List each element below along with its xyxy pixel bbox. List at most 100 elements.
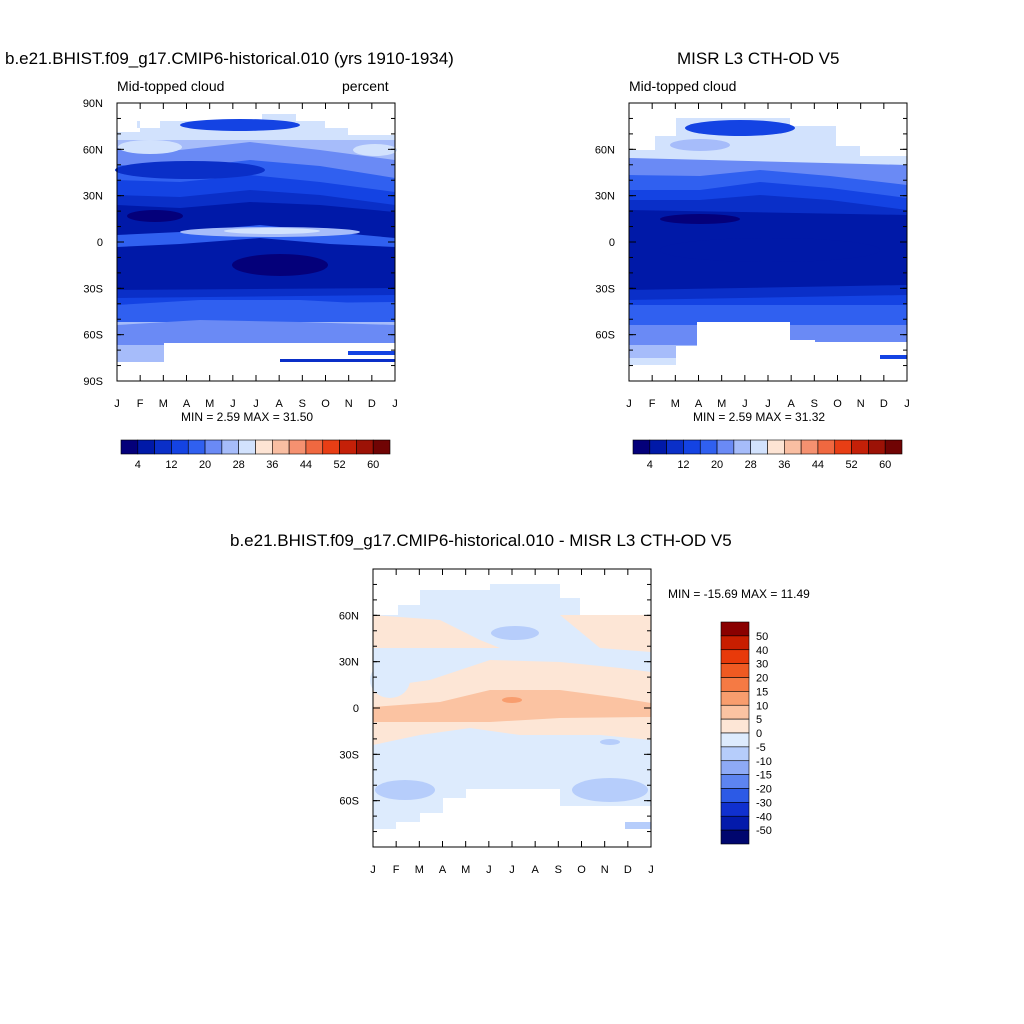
panel1-subtitle-left: Mid-topped cloud: [117, 78, 225, 94]
colorbar2-swatch: [784, 439, 802, 455]
panel1-axes: J F M A M J J A S O N D J 90N 60N 30N 0 30S 60S 90S: [83, 98, 398, 410]
colorbar1-swatch: [305, 439, 324, 455]
panel1-lat-label: 90N: [83, 98, 103, 110]
panel3-lat-label: 60N: [339, 610, 359, 622]
panel3-month-label: J: [509, 864, 515, 876]
panel1-month-label: N: [345, 398, 353, 410]
colorbar2-swatch: [699, 439, 718, 455]
panel1-month-label: M: [205, 398, 214, 410]
colorbar2-swatch: [683, 439, 701, 455]
colorbar3-label: 30: [756, 659, 768, 671]
panel2-title: MISR L3 CTH-OD V5: [677, 49, 840, 68]
panel1-blob: [180, 119, 300, 131]
panel1-lat-label: 60N: [83, 144, 103, 156]
colorbar1-swatch: [171, 439, 189, 455]
panel3-lat-label: 30S: [339, 749, 359, 761]
panel1-month-label: M: [159, 398, 168, 410]
colorbar2-label: 60: [879, 459, 891, 471]
panel1-lat-label: 60S: [83, 330, 103, 342]
colorbar2-swatch: [851, 439, 869, 455]
panel2-blob: [670, 139, 730, 151]
colorbar1-label: 36: [266, 459, 278, 471]
colorbar3-swatch: [720, 649, 750, 664]
colorbar3-swatch: [720, 746, 750, 762]
panel1-band: [117, 320, 395, 345]
colorbar1: 4 12 20 28 36 44 52 60: [120, 439, 391, 471]
panel1-month-label: J: [253, 398, 259, 410]
panel3-month-label: S: [555, 864, 562, 876]
panel3-positive: [560, 615, 651, 652]
colorbar2-label: 4: [647, 459, 653, 471]
panel1-blob: [232, 254, 328, 276]
colorbar2-swatch: [800, 439, 819, 455]
panel3-month-label: F: [393, 864, 400, 876]
panel2-month-label: M: [671, 398, 680, 410]
panel3-month-label: J: [370, 864, 376, 876]
panel2-lat-label: 30N: [595, 191, 615, 203]
colorbar1-swatch: [187, 439, 206, 455]
panel2-blob: [660, 214, 740, 224]
panel3-negative: [600, 739, 620, 745]
panel1-streak-core: [224, 228, 320, 234]
colorbar3-label: -30: [756, 797, 772, 809]
panel1-missing: [117, 343, 395, 381]
panel2-lat-label: 0: [609, 237, 615, 249]
panel3-field: [370, 584, 651, 847]
colorbar2-label: 52: [845, 459, 857, 471]
panel1-lat-label: 30N: [83, 191, 103, 203]
panel1-month-label: J: [114, 398, 120, 410]
colorbar1-swatch: [238, 439, 256, 455]
panel2-month-label: J: [742, 398, 748, 410]
panel2-month-label: S: [811, 398, 818, 410]
colorbar1-swatch: [288, 439, 307, 455]
colorbar2-label: 20: [711, 459, 723, 471]
colorbar2-swatch: [649, 439, 667, 455]
panel3-month-label: A: [531, 864, 539, 876]
colorbar1-swatch: [272, 439, 290, 455]
panel1-sliver: [348, 351, 395, 355]
panel3-lat-label: 60S: [339, 796, 359, 808]
panel3-month-label: D: [624, 864, 632, 876]
colorbar1-label: 20: [199, 459, 211, 471]
colorbar1-swatch: [221, 439, 239, 455]
colorbar1-swatch: [339, 439, 357, 455]
panel3-lat-label: 0: [353, 703, 359, 715]
colorbar1-swatch: [372, 439, 391, 455]
panel3-month-label: J: [648, 864, 654, 876]
colorbar2-label: 36: [778, 459, 790, 471]
colorbar3-swatch: [720, 829, 750, 845]
colorbar1-label: 28: [233, 459, 245, 471]
colorbar2-swatch: [750, 439, 768, 455]
colorbar3-swatch: [720, 704, 750, 720]
panel3-stats: MIN = -15.69 MAX = 11.49: [668, 587, 810, 601]
colorbar3-swatch: [720, 732, 750, 748]
colorbar3-swatch: [720, 691, 750, 706]
panel2-month-label: D: [880, 398, 888, 410]
panel3-negative: [572, 778, 648, 802]
panel1-title: b.e21.BHIST.f09_g17.CMIP6-historical.010…: [5, 49, 454, 68]
panel3-title: b.e21.BHIST.f09_g17.CMIP6-historical.010…: [230, 531, 732, 550]
colorbar3-label: -10: [756, 756, 772, 768]
panel2-band: [629, 305, 907, 325]
colorbar3-swatch: [720, 788, 750, 803]
panel3-month-label: N: [601, 864, 609, 876]
panel3-month-label: M: [461, 864, 470, 876]
colorbar3-label: 5: [756, 714, 762, 726]
panel3-month-label: A: [439, 864, 447, 876]
colorbar3-swatch: [720, 815, 750, 831]
colorbar3-swatch: [720, 677, 750, 692]
colorbar2-swatch: [767, 439, 785, 455]
colorbar3-label: 50: [756, 631, 768, 643]
panel1-month-label: F: [137, 398, 144, 410]
panel1-subtitle-right: percent: [342, 78, 389, 94]
colorbar1-label: 60: [367, 459, 379, 471]
colorbar3-label: 15: [756, 686, 768, 698]
colorbar3-swatch: [720, 718, 750, 734]
colorbar3-label: 10: [756, 700, 768, 712]
panel2-month-label: J: [765, 398, 771, 410]
colorbar3-swatch: [720, 635, 750, 651]
colorbar3-swatch: [720, 760, 750, 775]
panel1-month-label: J: [230, 398, 236, 410]
colorbar3-label: 0: [756, 728, 762, 740]
